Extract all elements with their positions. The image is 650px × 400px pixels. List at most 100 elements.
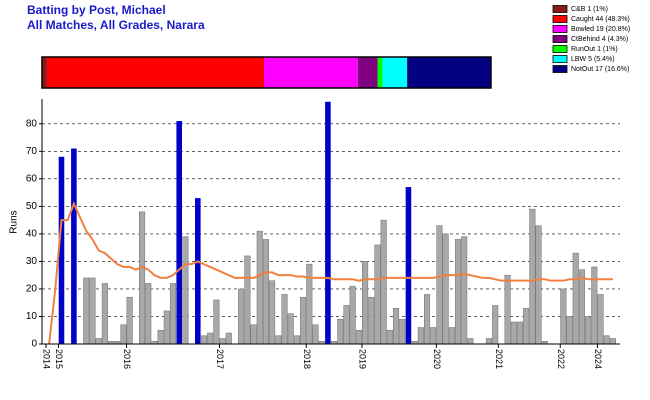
bar — [535, 225, 542, 345]
bar — [58, 156, 65, 344]
bar — [417, 327, 424, 345]
bar — [380, 219, 387, 345]
legend-label: Caught 44 (48.3%) — [571, 16, 630, 23]
dismissal-segment — [382, 57, 408, 88]
bar — [566, 316, 573, 345]
bar — [306, 263, 313, 345]
bar — [448, 327, 455, 345]
bar — [269, 280, 276, 345]
bar — [126, 296, 133, 345]
legend-label: CtBehind 4 (4.3%) — [571, 36, 628, 43]
bar — [529, 208, 536, 345]
bar — [120, 324, 127, 345]
bar — [169, 283, 177, 345]
bar — [250, 324, 257, 345]
bar — [176, 121, 182, 345]
bar — [325, 101, 331, 344]
bar — [200, 335, 208, 345]
chart-title: Batting by Post, Michael — [27, 3, 166, 17]
y-axis-label: Runs — [9, 210, 20, 233]
y-tick-label: 10 — [26, 311, 38, 322]
bar — [368, 296, 375, 345]
bar — [578, 269, 585, 345]
bar — [219, 338, 226, 345]
x-tick-label: 2021 — [494, 349, 504, 369]
bar — [362, 261, 369, 345]
bar — [560, 288, 567, 345]
dismissal-segment — [407, 57, 491, 88]
bar — [423, 294, 431, 345]
bar — [145, 283, 152, 345]
bar — [609, 338, 616, 345]
bar — [300, 296, 307, 345]
legend-label: C&B 1 (1%) — [571, 6, 608, 13]
y-tick-label: 40 — [26, 229, 38, 240]
x-tick-label: 2024 — [593, 349, 603, 369]
bar — [89, 277, 96, 345]
bar — [337, 318, 344, 345]
bar — [195, 198, 201, 344]
y-tick-label: 20 — [26, 284, 38, 295]
bar — [138, 211, 146, 345]
legend-label: NotOut 17 (16.6%) — [571, 66, 629, 73]
bar — [83, 277, 90, 345]
bar — [312, 324, 319, 345]
legend-swatch — [552, 25, 568, 33]
bar — [157, 329, 164, 345]
bar — [71, 148, 77, 344]
legend-swatch — [552, 65, 568, 73]
x-tick-label: 2020 — [432, 349, 442, 369]
legend-swatch — [552, 45, 568, 53]
x-tick-label: 2022 — [556, 349, 566, 369]
bar — [492, 305, 499, 345]
legend-swatch — [552, 15, 568, 23]
bar — [262, 239, 269, 345]
bar — [504, 274, 511, 345]
x-tick-label: 2015 — [54, 349, 64, 369]
bar — [207, 332, 214, 345]
legend-swatch — [552, 55, 568, 63]
legend-label: Bowled 19 (20.8%) — [571, 26, 630, 33]
bar — [585, 316, 592, 345]
bar — [225, 332, 232, 345]
bar — [442, 233, 449, 345]
bar — [485, 338, 493, 345]
bar — [374, 244, 381, 345]
chart-subtitle: All Matches, All Grades, Narara — [27, 18, 205, 32]
bar — [399, 318, 406, 345]
y-tick-label: 80 — [26, 118, 38, 129]
x-tick-label: 2018 — [302, 349, 312, 369]
bar — [256, 230, 263, 345]
bar — [436, 225, 443, 345]
bar — [213, 299, 220, 345]
dismissal-segment — [46, 57, 265, 88]
dismissal-segment — [357, 57, 378, 88]
bar — [510, 321, 517, 345]
y-tick-label: 50 — [26, 201, 38, 212]
bar — [405, 187, 412, 344]
y-tick-label: 30 — [26, 256, 38, 267]
legend-label: LBW 5 (5.4%) — [571, 56, 615, 63]
bar — [393, 307, 400, 345]
bar — [349, 285, 356, 345]
bar — [430, 327, 437, 345]
bar — [572, 252, 579, 345]
x-tick-label: 2014 — [42, 349, 52, 369]
x-tick-label: 2019 — [358, 349, 368, 369]
legend-swatch — [552, 35, 568, 43]
bar — [467, 338, 474, 345]
bar — [461, 236, 468, 345]
y-tick-label: 0 — [31, 339, 37, 350]
dismissal-frame — [41, 56, 492, 89]
bar — [293, 335, 300, 345]
bar — [597, 294, 604, 345]
bar — [523, 307, 530, 345]
bar — [603, 335, 610, 345]
bar — [355, 329, 362, 345]
bar — [516, 321, 524, 345]
x-tick-label: 2016 — [122, 349, 132, 369]
bar — [163, 310, 170, 345]
dismissal-segment — [377, 57, 383, 88]
bar — [182, 236, 189, 345]
